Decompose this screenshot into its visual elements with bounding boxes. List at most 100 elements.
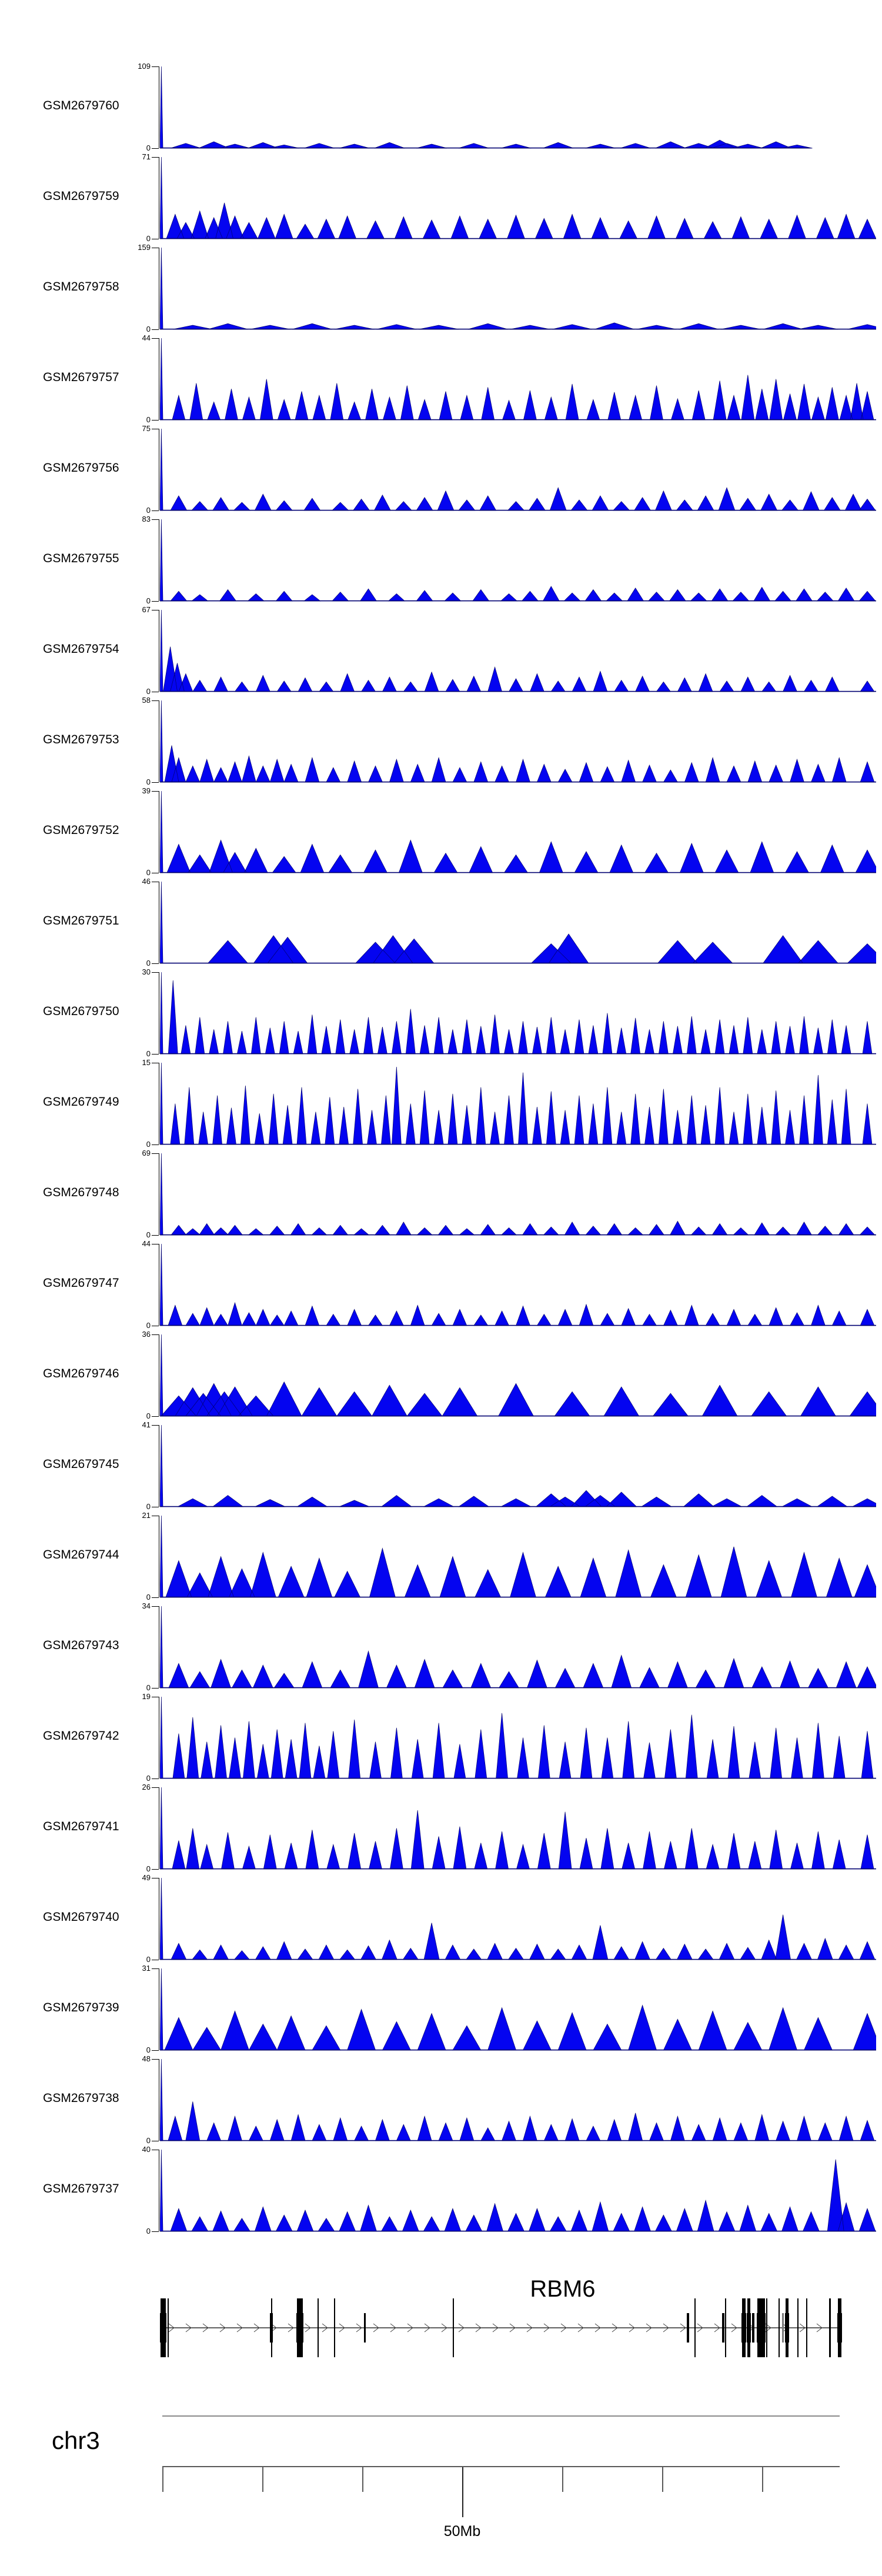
axis-max-label: 31: [142, 1964, 151, 1973]
y-axis-zero-tick: [152, 510, 159, 511]
strand-arrow-icon: [236, 2323, 243, 2333]
y-axis-max-tick: [152, 338, 159, 339]
track-label: GSM2679744: [43, 1548, 119, 1561]
signal-area: [160, 1606, 876, 1689]
signal-area: [160, 1697, 876, 1779]
signal-area: [160, 66, 813, 149]
signal-area: [160, 882, 876, 964]
axis-zero-label: 0: [146, 1321, 151, 1330]
signal-area: [160, 1968, 876, 2051]
y-axis-zero-tick: [152, 1416, 159, 1417]
strand-arrow-icon: [168, 2323, 175, 2333]
axis-max-label: 58: [142, 696, 151, 705]
strand-arrow-icon: [390, 2323, 396, 2333]
axis-max-label: 41: [142, 1420, 151, 1429]
exon-mark: [741, 2313, 746, 2343]
signal-area: [160, 1153, 876, 1236]
exon-mark: [334, 2298, 335, 2357]
strand-arrow-icon: [629, 2323, 635, 2333]
strand-arrow-icon: [356, 2323, 362, 2333]
signal-area: [160, 338, 876, 421]
axis-zero-label: 0: [146, 2136, 151, 2145]
signal-track: GSM2679750 30 0: [0, 967, 882, 1063]
strand-arrow-icon: [594, 2323, 601, 2333]
axis-scale-label: 50Mb: [443, 2523, 481, 2540]
track-label: GSM2679745: [43, 1457, 119, 1471]
y-axis-max-tick: [152, 1425, 159, 1426]
axis-max-label: 34: [142, 1601, 151, 1610]
track-label: GSM2679753: [43, 733, 119, 746]
strand-arrow-icon: [253, 2323, 260, 2333]
axis-zero-label: 0: [146, 234, 151, 243]
signal-area: [160, 1516, 876, 1598]
track-label: GSM2679755: [43, 552, 119, 565]
axis-max-label: 36: [142, 1330, 151, 1339]
y-axis-max-tick: [152, 66, 159, 67]
axis-max-label: 159: [138, 243, 151, 252]
axis-zero-label: 0: [146, 596, 151, 605]
strand-arrow-icon: [373, 2323, 379, 2333]
axis-tick: [262, 2467, 263, 2492]
exon-mark: [296, 2313, 303, 2343]
axis-zero-label: 0: [146, 1955, 151, 1964]
axis-zero-label: 0: [146, 415, 151, 424]
y-axis-zero-tick: [152, 1054, 159, 1055]
track-label: GSM2679752: [43, 823, 119, 837]
axis-tick: [662, 2467, 663, 2492]
strand-arrow-icon: [288, 2323, 294, 2333]
track-label: GSM2679750: [43, 1005, 119, 1018]
track-label: GSM2679749: [43, 1095, 119, 1109]
exon-mark: [757, 2313, 766, 2343]
axis-max-label: 67: [142, 605, 151, 614]
track-label: GSM2679760: [43, 99, 119, 112]
strand-arrow-icon: [322, 2323, 328, 2333]
exon-mark: [766, 2298, 767, 2357]
y-axis-max-tick: [152, 791, 159, 792]
track-label: GSM2679751: [43, 914, 119, 927]
axis-max-label: 49: [142, 1873, 151, 1882]
y-axis-max-tick: [152, 2059, 159, 2060]
signal-area: [160, 519, 876, 602]
y-axis-max-tick: [152, 972, 159, 973]
signal-track: GSM2679744 21 0: [0, 1511, 882, 1606]
exon-mark: [752, 2313, 754, 2343]
signal-track: GSM2679740 49 0: [0, 1873, 882, 1968]
axis-zero-label: 0: [146, 1049, 151, 1058]
axis-zero-label: 0: [146, 1502, 151, 1511]
strand-arrow-icon: [441, 2323, 447, 2333]
axis-zero-label: 0: [146, 1593, 151, 1601]
axis-max-label: 30: [142, 967, 151, 976]
exon-mark: [687, 2313, 689, 2343]
axis-zero-label: 0: [146, 506, 151, 515]
y-axis-zero-tick: [152, 1597, 159, 1598]
strand-arrow-icon: [339, 2323, 345, 2333]
exon-mark: [779, 2298, 780, 2357]
strand-arrow-icon: [492, 2323, 499, 2333]
y-axis-max-tick: [152, 1606, 159, 1607]
signal-track: GSM2679755 83 0: [0, 515, 882, 610]
y-axis-zero-tick: [152, 1869, 159, 1870]
y-axis-zero-tick: [152, 1688, 159, 1689]
strand-arrow-icon: [697, 2323, 703, 2333]
signal-track: GSM2679737 40 0: [0, 2145, 882, 2240]
signal-track: GSM2679742 19 0: [0, 1692, 882, 1787]
exon-mark: [453, 2298, 454, 2357]
axis-max-label: 39: [142, 786, 151, 795]
strand-arrow-icon: [646, 2323, 652, 2333]
signal-track: GSM2679757 44 0: [0, 333, 882, 429]
exon-mark: [785, 2313, 789, 2343]
track-label: GSM2679758: [43, 280, 119, 293]
axis-max-label: 46: [142, 877, 151, 886]
signal-track: GSM2679739 31 0: [0, 1964, 882, 2059]
signal-track: GSM2679749 15 0: [0, 1058, 882, 1153]
signal-area: [160, 1425, 876, 1507]
exon-mark: [829, 2298, 831, 2357]
track-label: GSM2679743: [43, 1639, 119, 1652]
strand-arrow-icon: [305, 2323, 311, 2333]
signal-area: [160, 1334, 876, 1417]
exon-mark: [694, 2298, 696, 2357]
axis-major-tick: [462, 2467, 463, 2517]
y-axis-zero-tick: [152, 2231, 159, 2232]
strand-arrow-icon: [680, 2323, 686, 2333]
